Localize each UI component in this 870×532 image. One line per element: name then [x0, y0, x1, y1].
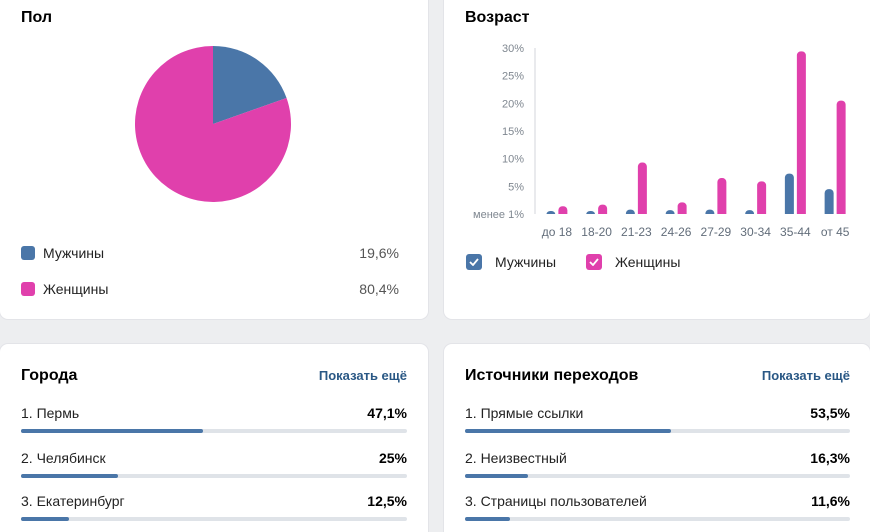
cities-row: 1. Пермь 47,1% [21, 405, 407, 435]
sources-row-value: 53,5% [810, 405, 850, 421]
age-bar-women [717, 178, 727, 218]
age-x-tick-label: 30-34 [740, 225, 771, 239]
gender-pie-chart [134, 46, 291, 202]
age-bar-women [796, 51, 806, 218]
check-icon [589, 258, 599, 266]
sources-row-value: 11,6% [811, 493, 850, 509]
gender-legend-women-label: Женщины [43, 281, 109, 297]
age-bar-women [836, 100, 846, 218]
age-legend-men-label: Мужчины [495, 254, 557, 270]
cities-row-label: 3. Екатеринбург [21, 493, 125, 509]
age-x-tick-label: 18-20 [581, 225, 612, 239]
cities-row-bar [21, 517, 407, 521]
sources-title: Источники переходов [465, 367, 639, 384]
sources-row-label: 3. Страницы пользователей [465, 493, 647, 509]
age-y-tick-label: 15% [502, 126, 524, 138]
age-legend-women-label: Женщины [615, 254, 681, 270]
gender-legend-men-label: Мужчины [43, 245, 105, 261]
sources-row-bar-fill [465, 429, 671, 433]
gender-card: Пол Мужчины 19,6% Женщины 80,4% [0, 0, 428, 319]
age-card: Возраст менее 1% 5% 10% 15% 20% 25% 30% до 18 18… [444, 0, 870, 319]
gender-legend-women: Женщины 80,4% [21, 279, 399, 299]
age-bar-women [757, 181, 767, 218]
age-bar-chart: менее 1% 5% 10% 15% 20% 25% 30% до 18 18-20 21-23… [473, 43, 854, 239]
age-bar-men [784, 173, 794, 218]
age-title: Возраст [465, 9, 530, 26]
sources-row-bar [465, 517, 850, 521]
age-y-tick-label: 5% [508, 181, 524, 193]
cities-row-value: 12,5% [367, 493, 407, 509]
age-x-tick-label: до 18 [542, 225, 573, 239]
age-x-tick-label: 27-29 [701, 225, 732, 239]
cities-row-bar [21, 429, 407, 433]
cities-title: Города [21, 367, 78, 384]
cities-row-bar-fill [21, 517, 70, 521]
cities-row-label: 1. Пермь [21, 405, 80, 421]
gender-title: Пол [21, 9, 53, 26]
sources-row: 2. Неизвестный 16,3% [465, 450, 850, 480]
cities-row-bar-fill [21, 429, 203, 433]
gender-legend-men: Мужчины 19,6% [21, 243, 399, 263]
sources-row-bar-fill [465, 474, 528, 478]
age-y-tick-label: менее 1% [473, 209, 524, 221]
sources-row: 3. Страницы пользователей 11,6% [465, 493, 850, 523]
sources-row: 1. Прямые ссылки 53,5% [465, 405, 850, 435]
pie-slice-women [134, 46, 291, 202]
age-bar-women [637, 162, 647, 218]
sources-row-label: 1. Прямые ссылки [465, 405, 584, 421]
age-y-tick-label: 30% [502, 43, 524, 55]
cities-row-bar-fill [21, 474, 118, 478]
cities-row: 2. Челябинск 25% [21, 450, 407, 480]
cities-row-value: 25% [378, 450, 407, 466]
cities-row-value: 47,1% [367, 405, 407, 421]
women-checkbox[interactable] [586, 254, 602, 270]
gender-legend-men-value: 19,6% [359, 245, 399, 261]
check-icon [469, 258, 479, 266]
pie-slice-men [213, 46, 287, 124]
sources-row-bar-fill [465, 517, 510, 521]
sources-card: Источники переходов Показать ещё 1. Прям… [444, 344, 870, 532]
sources-row-label: 2. Неизвестный [465, 450, 567, 466]
sources-row-value: 16,3% [810, 450, 850, 466]
cities-card: Города Показать ещё 1. Пермь 47,1% 2. Че… [0, 344, 428, 532]
age-bar-baseline-mask [536, 214, 854, 219]
sources-row-bar [465, 474, 850, 478]
cities-show-more-link[interactable]: Показать ещё [318, 368, 407, 383]
cities-row-bar [21, 474, 407, 478]
age-y-tick-label: 25% [502, 71, 524, 83]
age-legend-women[interactable]: Женщины [586, 254, 680, 270]
women-color-swatch [21, 282, 35, 296]
men-color-swatch [21, 246, 35, 260]
cities-row-label: 2. Челябинск [21, 450, 106, 466]
age-legend-men[interactable]: Мужчины [466, 254, 556, 270]
gender-legend-women-value: 80,4% [359, 281, 399, 297]
age-x-tick-label: 21-23 [621, 225, 652, 239]
age-x-tick-label: от 45 [821, 225, 850, 239]
sources-row-bar [465, 429, 850, 433]
age-x-tick-label: 35-44 [780, 225, 811, 239]
age-y-tick-label: 10% [502, 154, 524, 166]
age-bar-men [824, 189, 834, 218]
cities-row: 3. Екатеринбург 12,5% [21, 493, 407, 523]
sources-show-more-link[interactable]: Показать ещё [761, 368, 850, 383]
men-checkbox[interactable] [466, 254, 482, 270]
age-y-tick-label: 20% [502, 98, 524, 110]
age-x-tick-label: 24-26 [661, 225, 692, 239]
